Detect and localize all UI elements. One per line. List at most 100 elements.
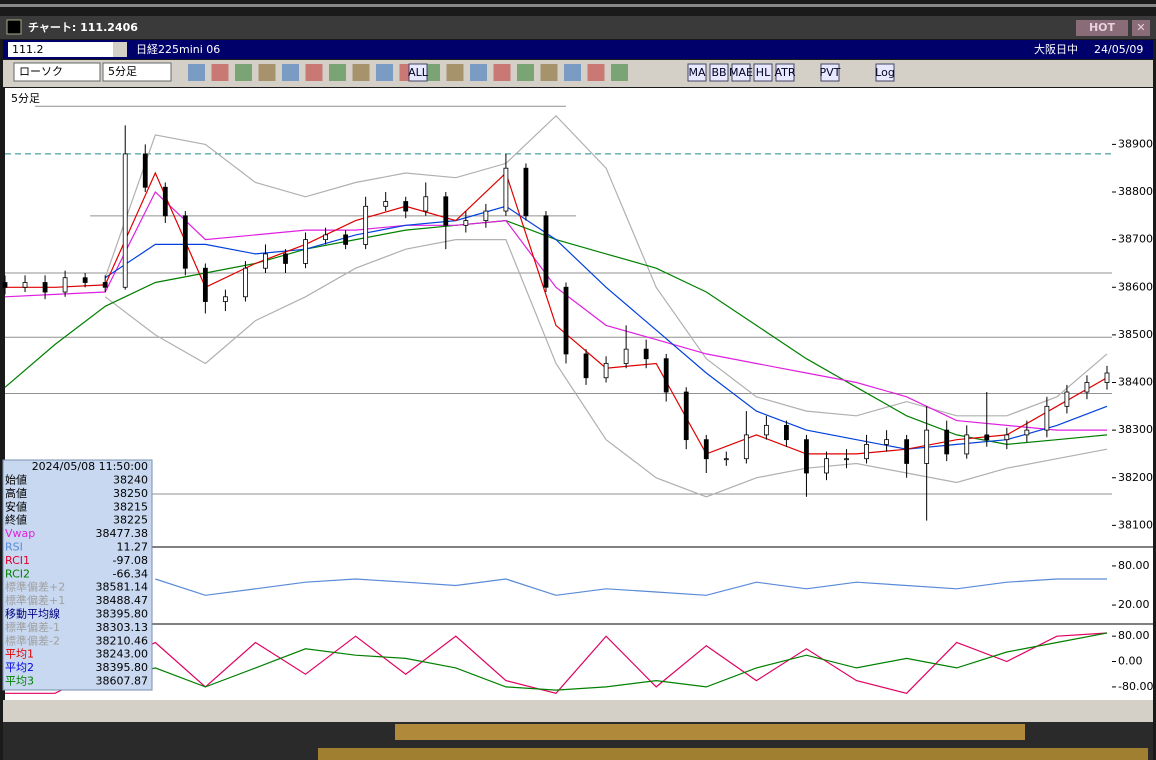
candle-body xyxy=(503,167,509,212)
candle-body xyxy=(1104,372,1110,383)
tool-icon-label: MAE xyxy=(729,66,753,79)
tool-icon[interactable] xyxy=(329,64,346,81)
candle-body xyxy=(22,282,28,288)
code: 111.2 xyxy=(12,43,44,56)
title-bar xyxy=(0,16,1156,39)
style-select[interactable] xyxy=(13,62,101,82)
candle-body xyxy=(964,434,970,455)
candle-body xyxy=(82,277,88,283)
candle-body xyxy=(884,439,889,445)
info-value: 38488.47 xyxy=(96,594,149,607)
info-label: 標準偏差+2 xyxy=(5,580,65,594)
candle-body xyxy=(623,348,629,364)
tool-icon[interactable] xyxy=(211,64,229,81)
tool-icon[interactable] xyxy=(305,64,323,81)
candle-body xyxy=(743,434,749,460)
tool-icon[interactable] xyxy=(352,64,370,81)
indicator-line xyxy=(104,239,1108,498)
tool-icon xyxy=(709,63,729,82)
candle-body xyxy=(784,424,789,441)
candle-body xyxy=(142,153,148,188)
tool-icon[interactable] xyxy=(446,64,464,81)
tool-icon[interactable] xyxy=(517,64,534,81)
tool-icon-label: Log xyxy=(875,66,895,79)
candle-body xyxy=(924,429,930,464)
info-label: 標準偏差-1 xyxy=(5,620,60,634)
candle-body xyxy=(222,296,228,302)
candle-body xyxy=(463,220,469,226)
candle-body xyxy=(603,363,609,379)
candle-body xyxy=(723,458,729,461)
candle-body xyxy=(122,153,128,288)
scroll-thumb[interactable] xyxy=(395,724,1025,740)
candle-body xyxy=(403,201,409,212)
candle-body xyxy=(1064,391,1070,407)
candle-body xyxy=(1044,405,1050,431)
tool-icon[interactable] xyxy=(540,64,558,81)
tool-icon-label: ALL xyxy=(408,66,429,79)
interval-select[interactable] xyxy=(102,62,172,82)
tool-icon-label: HL xyxy=(756,66,771,79)
tool-icon[interactable] xyxy=(282,64,299,81)
candle-body xyxy=(1024,429,1030,436)
tool-icon[interactable] xyxy=(470,64,487,81)
candle-body xyxy=(523,167,529,217)
info-panel: 2024/05/08 11:50:00 始値 38240 高値 38250 安値 38215… xyxy=(2,459,153,691)
overview-band xyxy=(318,748,1148,760)
indicator-line xyxy=(104,205,1108,450)
price-axis xyxy=(1112,88,1153,700)
info-label: 標準偏差+1 xyxy=(5,593,65,607)
info-value: 38250 xyxy=(113,487,148,500)
code-dropdown[interactable] xyxy=(113,42,127,57)
info-value: -97.08 xyxy=(113,554,148,567)
y-tick-label: 80.00 xyxy=(1118,629,1150,642)
candle-body xyxy=(844,458,849,461)
candle-body xyxy=(683,391,689,441)
y-tick-label: 38100 xyxy=(1118,518,1153,531)
tool-icon xyxy=(775,63,795,82)
tool-icon[interactable] xyxy=(376,64,393,81)
info-label: RCI2 xyxy=(5,567,30,580)
tool-icon[interactable] xyxy=(611,64,628,81)
date: 24/05/09 xyxy=(1094,43,1143,56)
candle-body xyxy=(2,282,8,288)
x-axis xyxy=(3,700,1153,722)
candle-body xyxy=(162,186,168,217)
y-tick-label: 38400 xyxy=(1118,376,1153,389)
info-label: 移動平均線 xyxy=(5,607,60,621)
indicator-line xyxy=(4,191,1107,431)
candle-body xyxy=(904,439,910,464)
tool-icon[interactable] xyxy=(258,64,276,81)
tool-icon[interactable] xyxy=(564,64,581,81)
hot-button[interactable] xyxy=(1076,20,1128,36)
info-value: 38225 xyxy=(113,514,148,527)
info-label: 高値 xyxy=(5,486,27,500)
candle-body xyxy=(443,196,449,226)
info-value: 38395.80 xyxy=(96,608,149,621)
candle-body xyxy=(583,353,589,379)
info-label: RSI xyxy=(5,541,23,554)
code-box[interactable] xyxy=(8,42,120,57)
tool-icon[interactable] xyxy=(587,64,605,81)
candle-body xyxy=(643,348,649,360)
y-tick-label: 38700 xyxy=(1118,233,1153,246)
info-label: Vwap xyxy=(5,527,35,540)
close-icon: ✕ xyxy=(1136,21,1145,34)
indicator-line xyxy=(5,632,1108,694)
indicator-line xyxy=(4,632,1108,691)
chart-style: ローソク xyxy=(19,65,63,78)
info-label: 平均1 xyxy=(5,648,34,661)
tool-icon[interactable] xyxy=(188,64,205,81)
tool-icon[interactable] xyxy=(493,64,511,81)
indicator-line xyxy=(155,578,1107,596)
close-button[interactable] xyxy=(1132,20,1150,36)
info-label: 安値 xyxy=(5,499,27,513)
tool-icon-label: MA xyxy=(688,66,705,79)
y-tick-label: 38800 xyxy=(1118,185,1153,198)
session: 大阪日中 xyxy=(1034,42,1078,56)
tool-icon xyxy=(731,63,751,82)
app-icon xyxy=(6,19,22,35)
tool-icon[interactable] xyxy=(235,64,252,81)
